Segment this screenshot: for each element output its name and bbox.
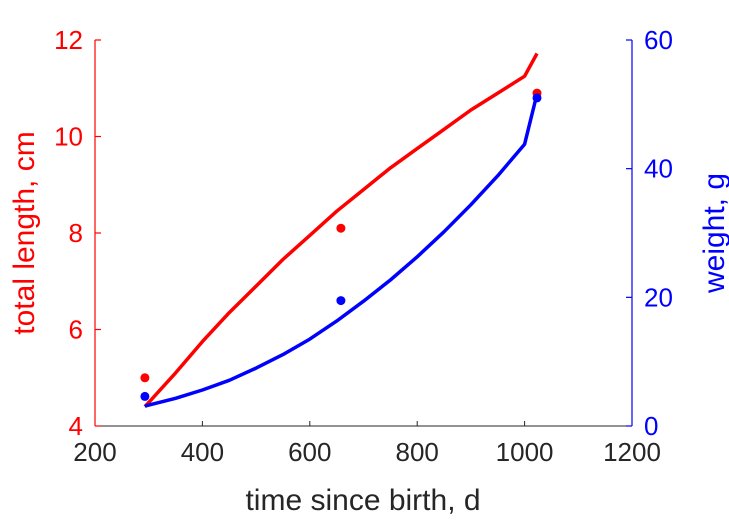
data-point-right [140,391,150,401]
x-tick-label: 1200 [603,437,661,467]
y-right-tick-label: 0 [644,411,658,441]
data-point-right [336,296,346,306]
y-right-tick-label: 40 [644,154,673,184]
fit-curve-left [143,52,539,408]
y-left-tick-label: 10 [54,122,83,152]
data-point-left [140,373,150,383]
x-tick-label: 600 [288,437,331,467]
x-tick-label: 1000 [496,437,554,467]
y-left-tick-label: 6 [69,315,83,345]
data-point-right [532,93,542,103]
x-axis: 200 400 600 800 1000 1200 [73,421,661,467]
x-tick-label: 800 [396,437,439,467]
y-left-tick-label: 8 [69,218,83,248]
x-tick-label: 400 [181,437,224,467]
y-left-axis: 4 6 8 10 12 [54,25,101,441]
y-right-axis-title: weight, g [698,173,729,294]
x-tick-label: 200 [73,437,116,467]
y-left-tick-label: 4 [69,411,83,441]
y-left-tick-label: 12 [54,25,83,55]
fit-curve-right [144,93,539,408]
y-right-tick-label: 20 [644,282,673,312]
y-left-axis-title: total length, cm [8,131,41,334]
plot-area [140,52,542,408]
y-right-axis: 0 20 40 60 [626,25,673,441]
x-axis-title: time since birth, d [245,484,480,517]
y-right-tick-label: 60 [644,25,673,55]
data-point-left [336,223,346,233]
